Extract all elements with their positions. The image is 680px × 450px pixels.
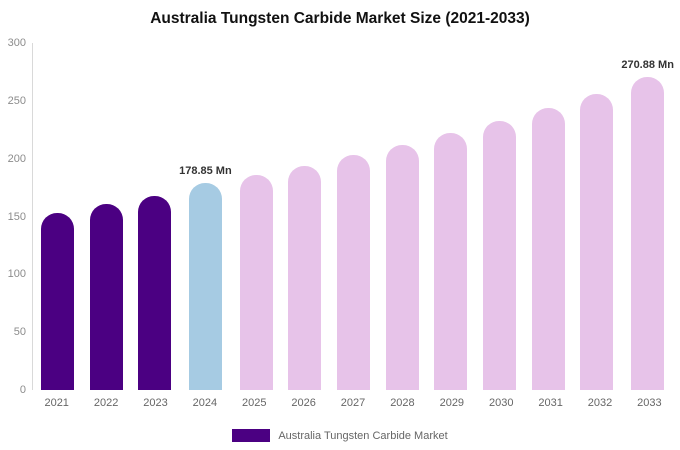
y-tick-label: 0 — [19, 384, 26, 396]
y-tick-label: 50 — [13, 326, 26, 339]
bar-2033 — [631, 76, 665, 390]
x-axis-label: 2024 — [192, 397, 218, 409]
x-axis-label: 2027 — [340, 397, 366, 409]
bar-2024 — [188, 183, 222, 390]
bar-2022 — [89, 203, 123, 390]
x-axis: 2021 2022 2023 2024 2025 2026 2027 2028 2029 2030… — [32, 397, 674, 413]
x-axis-label: 2033 — [637, 397, 662, 409]
x-axis-label: 2022 — [93, 397, 119, 409]
bar-slot-2030 — [475, 43, 524, 390]
bar-slot-2028 — [378, 43, 427, 390]
bar-slot-2022 — [82, 43, 131, 390]
x-axis-label: 2030 — [488, 397, 514, 409]
legend-label: Australia Tungsten Carbide Market — [278, 429, 448, 442]
bar-slot-2027 — [329, 43, 378, 390]
bar-2025 — [239, 174, 273, 390]
bar-2032 — [580, 93, 614, 390]
bar-slot-2024: 178.85 Mn — [179, 43, 232, 390]
bar-slot-2023 — [130, 43, 179, 390]
x-axis-label: 2021 — [44, 397, 69, 409]
bar-slot-2032 — [573, 43, 622, 390]
x-axis-label: 2029 — [439, 397, 465, 409]
bar-slot-2031 — [524, 43, 573, 390]
y-tick-label: 100 — [7, 268, 26, 281]
bar-slot-2021 — [33, 43, 82, 390]
x-axis-label: 2028 — [390, 397, 415, 409]
bar-2023 — [138, 195, 172, 390]
chart-title: Australia Tungsten Carbide Market Size (… — [150, 10, 530, 27]
x-axis-label: 2023 — [143, 397, 168, 409]
x-axis-label: 2025 — [242, 397, 267, 409]
bar-2021 — [40, 213, 74, 390]
bar-value-label-2033: 270.88 Mn — [621, 58, 674, 71]
plot-area: 178.85 Mn 270.88 Mn — [32, 43, 674, 390]
y-tick-label: 200 — [7, 152, 26, 165]
bar-slot-2033: 270.88 Mn — [621, 43, 674, 390]
bars-container: 178.85 Mn 270.88 Mn — [33, 43, 674, 390]
bar-2026 — [288, 165, 322, 390]
bar-2029 — [434, 133, 468, 390]
bar-2031 — [531, 107, 565, 390]
bar-2027 — [336, 155, 370, 390]
bar-slot-2026 — [280, 43, 329, 390]
bar-2030 — [483, 120, 517, 390]
y-tick-label: 250 — [7, 94, 26, 107]
legend-swatch — [232, 429, 271, 442]
legend: Australia Tungsten Carbide Market — [0, 429, 680, 442]
bar-slot-2025 — [232, 43, 281, 390]
x-axis-label: 2026 — [291, 397, 316, 409]
x-axis-label: 2032 — [587, 397, 613, 409]
bar-slot-2029 — [427, 43, 476, 390]
y-axis: 0 50 100 150 200 250 300 — [0, 37, 28, 396]
x-axis-label: 2031 — [538, 397, 563, 409]
bar-value-label-2024: 178.85 Mn — [179, 165, 232, 178]
y-tick-label: 150 — [7, 210, 26, 223]
y-tick-label: 300 — [7, 37, 26, 49]
bar-2028 — [385, 144, 419, 390]
